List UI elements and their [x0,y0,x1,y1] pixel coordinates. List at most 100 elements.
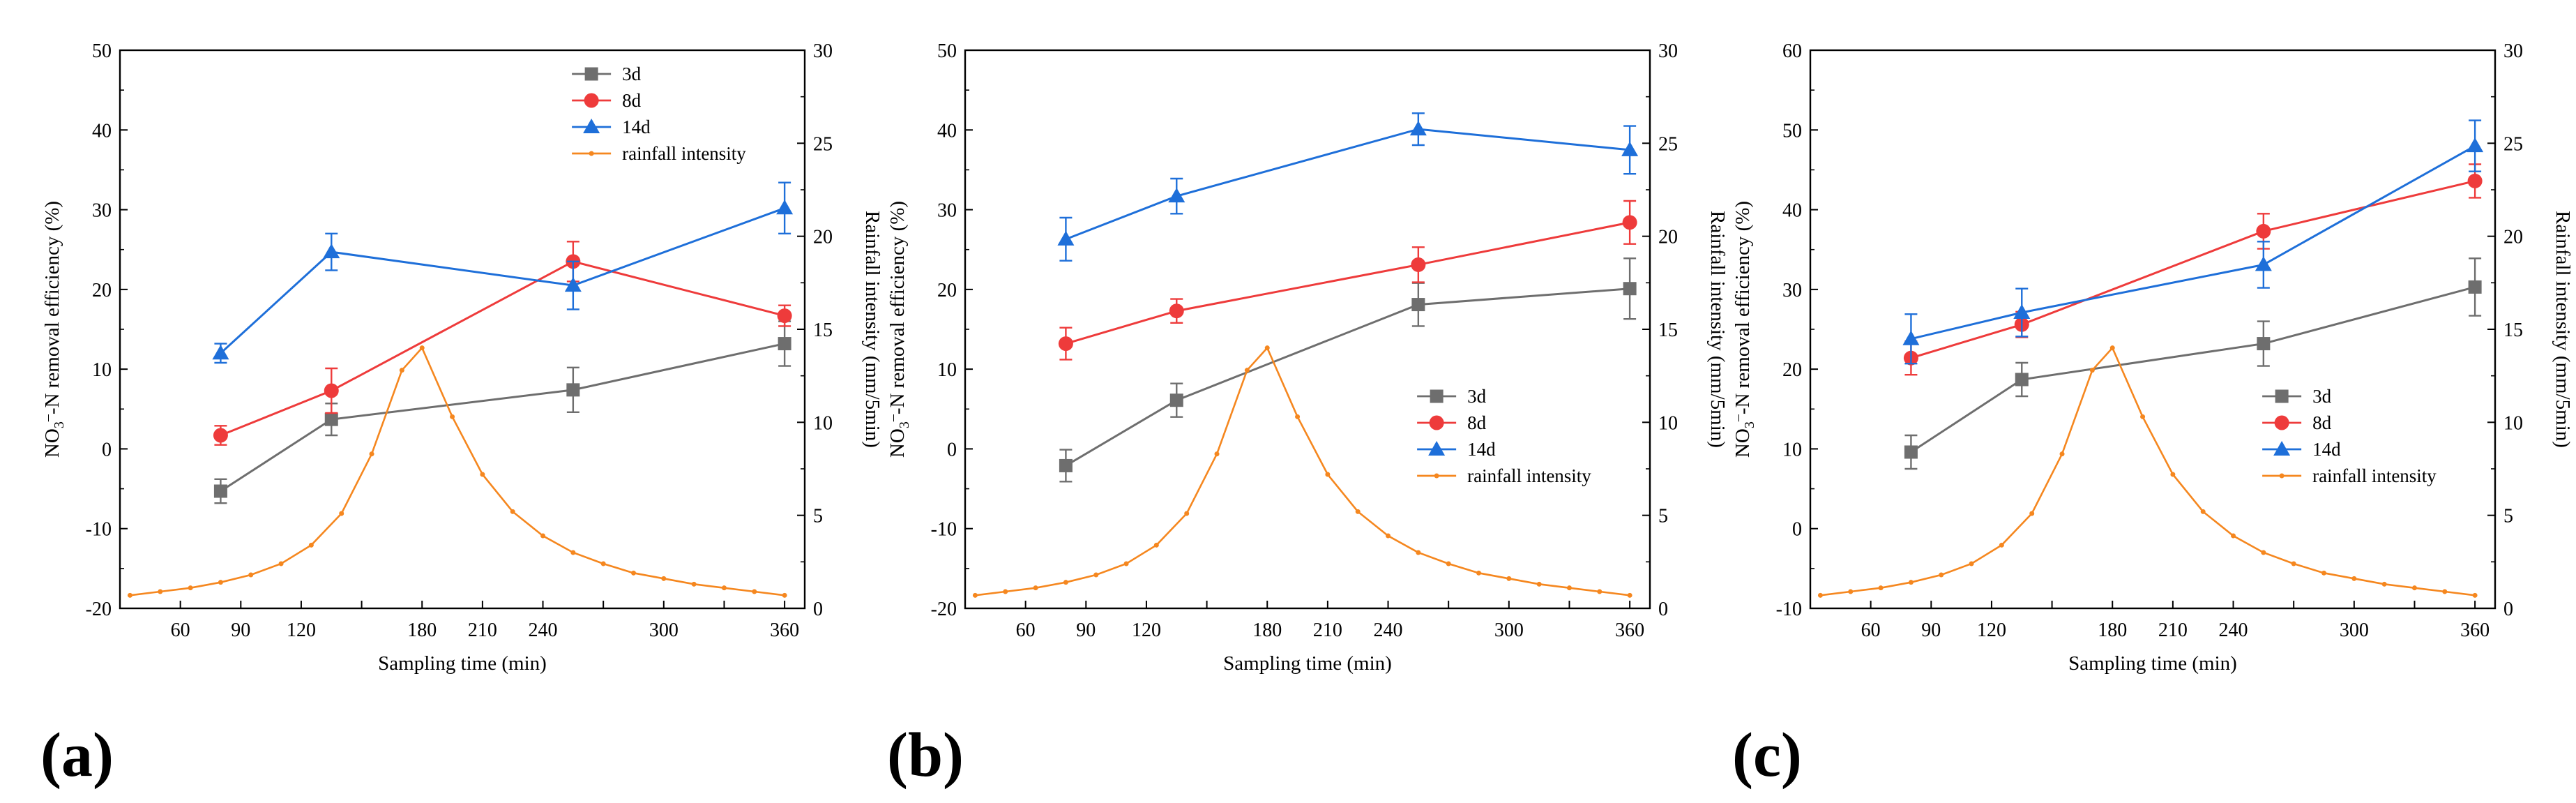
y2-tick-label: 0 [813,599,823,620]
legend-marker [589,151,594,156]
data-point-rainfall-intensity [2472,592,2478,598]
legend-label: 8d [622,90,642,111]
y-tick-label: 40 [1782,200,1802,222]
data-point-rainfall-intensity [218,580,223,585]
y-tick-label: 30 [92,200,112,222]
y-tick-label: 10 [1782,439,1802,460]
data-point-8d [777,308,792,324]
y2-tick-label: 30 [1658,40,1678,62]
series-line-8d [1910,179,2476,359]
data-point-8d [1411,257,1426,272]
data-point-rainfall-intensity [1264,345,1270,351]
data-point-rainfall-intensity [1999,542,2004,548]
panel-label: (a) [40,721,114,790]
data-point-rainfall-intensity [2170,472,2176,477]
data-point-rainfall-intensity [339,511,344,516]
data-point-rainfall-intensity [450,414,455,419]
y2-tick-label: 10 [813,412,833,434]
series-line-8d [220,260,785,437]
series-3d [1904,257,2482,470]
series-14d [1902,119,2484,365]
legend-label: 3d [622,63,642,84]
y2-tick-label: 5 [2503,506,2513,527]
series-8d [1903,163,2483,376]
y2-tick-label: 25 [1658,133,1678,155]
data-point-rainfall-intensity [540,533,546,539]
data-point-rainfall-intensity [600,561,606,566]
data-point-rainfall-intensity [1476,570,1481,576]
chart-panel-c: 60 90 120 180 210 240 300 360 -10 0 10 20 30 40 50 60 0 5… [1730,40,2574,790]
data-point-rainfall-intensity [480,472,485,477]
y2-tick-label: 20 [813,227,833,248]
x-tick-label: 300 [649,620,679,641]
x-axis-title: Sampling time (min) [2068,652,2237,675]
data-point-3d [778,337,791,351]
data-point-3d [2015,373,2029,387]
y-tick-label: 20 [1782,359,1802,381]
y-tick-label: 40 [92,120,112,142]
y-tick-label: -20 [931,599,957,620]
data-point-14d [1409,121,1427,136]
data-point-rainfall-intensity [1817,592,1823,598]
series-rainfall-intensity [972,345,1632,598]
y2-axis-title: Rainfall intensity (mm/5min) [1706,211,1729,448]
data-point-rainfall-intensity [721,585,727,591]
data-point-14d [2467,137,2484,153]
legend-marker [1430,389,1444,403]
legend-marker [1428,441,1446,456]
data-point-rainfall-intensity [1295,414,1301,419]
y-tick-label: 0 [102,439,112,460]
legend-label: 3d [1467,386,1487,407]
y-axis-title: NO3–-N removal efficiency (%) [40,201,67,458]
data-point-14d [2255,256,2272,271]
data-point-3d [1059,458,1073,472]
data-point-rainfall-intensity [1214,451,1220,457]
plot-frame [964,49,1651,610]
y-tick-label: 10 [937,359,957,381]
data-point-14d [212,345,229,360]
series-line-3d [1065,287,1630,467]
y-tick-label: -10 [86,519,112,541]
data-point-rainfall-intensity [369,451,374,457]
data-point-rainfall-intensity [1003,589,1008,594]
x-tick-label: 120 [287,620,316,641]
y-tick-label: 0 [947,439,957,460]
y2-tick-label: 25 [2503,133,2523,155]
data-point-rainfall-intensity [2200,509,2206,514]
data-point-rainfall-intensity [2231,533,2236,539]
data-point-8d [1169,303,1184,319]
data-point-rainfall-intensity [2381,581,2387,587]
legend-label: rainfall intensity [2312,465,2437,486]
data-point-rainfall-intensity [1536,581,1542,587]
x-tick-label: 240 [1374,620,1403,641]
data-point-rainfall-intensity [1244,368,1250,373]
data-point-rainfall-intensity [631,570,636,576]
data-point-rainfall-intensity [752,589,757,594]
legend: 3d 8d 14d rainfall intensity [1417,386,1591,486]
y-tick-label: 60 [1782,40,1802,62]
data-point-rainfall-intensity [1446,561,1451,566]
data-point-rainfall-intensity [1416,550,1421,555]
y-tick-label: 50 [92,40,112,62]
x-tick-label: 60 [1861,620,1881,641]
data-point-14d [1621,141,1639,156]
data-point-rainfall-intensity [278,561,284,566]
y2-axis-title: Rainfall intensity (mm/5min) [2552,211,2574,448]
data-point-rainfall-intensity [2140,414,2146,419]
data-point-3d [2468,280,2482,294]
y2-tick-label: 5 [813,506,823,527]
data-point-8d [2467,173,2483,188]
data-point-rainfall-intensity [1153,542,1159,548]
data-point-rainfall-intensity [2029,511,2035,516]
y2-tick-label: 20 [2503,227,2523,248]
x-tick-label: 210 [468,620,497,641]
legend-label: 8d [2312,412,2332,433]
legend-marker [2275,389,2289,403]
y2-tick-label: 10 [2503,412,2523,434]
y-axis-title: NO3–-N removal efficiency (%) [1730,201,1757,458]
data-point-8d [1622,215,1637,230]
data-point-rainfall-intensity [1033,585,1038,591]
data-point-3d [2257,337,2271,351]
x-tick-label: 300 [1494,620,1524,641]
